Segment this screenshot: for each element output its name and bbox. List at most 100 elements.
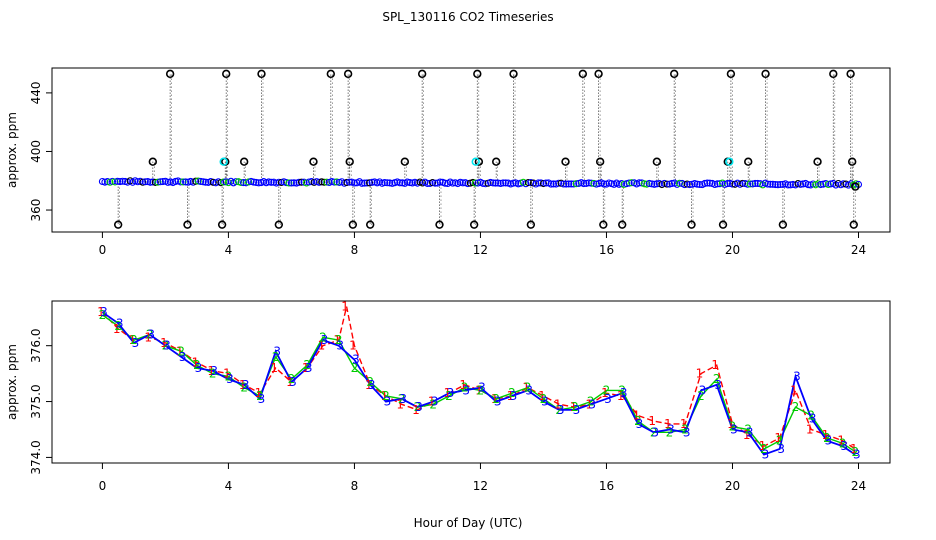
series-2-marker: 2	[414, 400, 422, 414]
series-2-marker: 2	[114, 319, 122, 333]
series-1-marker: 1	[522, 381, 530, 395]
baseline-point	[471, 179, 479, 187]
baseline-point	[769, 180, 777, 188]
excursion-point	[687, 220, 696, 229]
series-1-marker: 1	[270, 361, 278, 375]
baseline-point	[565, 180, 573, 188]
excursion-point	[348, 220, 358, 229]
series-3-marker: 3	[258, 392, 266, 406]
series-1-marker: 1	[507, 389, 515, 403]
series-2-marker: 2	[303, 358, 311, 372]
series-3-marker: 3	[620, 386, 628, 400]
series-1-marker: 1	[475, 383, 483, 397]
series-3-marker: 3	[762, 448, 770, 462]
baseline-point	[542, 179, 550, 187]
excursion-point	[578, 69, 588, 79]
baseline-point	[449, 179, 457, 187]
series-3-marker: 3	[242, 378, 250, 392]
series-1-marker: 1	[664, 417, 672, 431]
series-1-marker: 1	[255, 386, 263, 400]
excursion-point	[309, 157, 318, 166]
series-2-marker: 2	[130, 333, 138, 347]
series-2-marker: 2	[587, 395, 595, 409]
top-y-tick-label: 400	[29, 140, 43, 163]
baseline-point	[406, 179, 414, 187]
bottom-y-axis-label: approx. ppm	[5, 344, 19, 420]
top-y-tick-label: 440	[29, 81, 43, 104]
excursion-point	[239, 157, 249, 166]
baseline-point	[343, 178, 351, 187]
bottom-x-tick-label: 0	[99, 479, 107, 493]
series-3-marker: 3	[289, 375, 297, 389]
series-1-marker: 1	[144, 330, 152, 344]
excursion-point	[492, 157, 501, 166]
series-2-marker: 2	[461, 381, 469, 395]
baseline-point	[549, 180, 558, 188]
baseline-point	[580, 180, 588, 188]
series-1-marker: 1	[554, 397, 562, 411]
series-2-marker: 2	[209, 367, 217, 381]
series-3-marker: 3	[100, 305, 108, 319]
top-y-tick-label: 360	[29, 199, 43, 222]
top-x-tick-label: 24	[851, 243, 866, 257]
baseline-point	[570, 180, 578, 188]
baseline-point	[796, 180, 805, 188]
baseline-point	[479, 179, 487, 187]
series-2-marker: 2	[807, 409, 815, 423]
bottom-x-tick-label: 8	[351, 479, 359, 493]
baseline-point	[640, 180, 648, 188]
cyan-point	[219, 157, 228, 166]
baseline-point	[154, 178, 162, 186]
baseline-point	[398, 179, 406, 187]
excursion-point	[343, 69, 353, 79]
excursion-point	[217, 220, 227, 229]
excursion-point	[778, 220, 788, 229]
series-2-marker: 2	[240, 381, 248, 395]
baseline-point	[237, 178, 245, 187]
baseline-point	[290, 179, 298, 187]
series-1-marker: 1	[318, 339, 326, 353]
excursion-point	[669, 69, 679, 79]
baseline-point	[600, 180, 608, 188]
baseline-point	[567, 180, 575, 188]
series-3-marker: 3	[368, 378, 376, 392]
top-axis-ticks: 0 4 8 12 16 20 24 360 400 440	[29, 81, 866, 257]
series-3-marker: 3	[478, 381, 486, 395]
series-1-marker: 1	[223, 367, 231, 381]
excursion-point	[594, 69, 603, 79]
top-x-tick-label: 4	[225, 243, 233, 257]
baseline-point	[179, 178, 187, 186]
series-1-marker: 1	[759, 439, 767, 453]
baseline-point	[209, 178, 217, 186]
series-3-marker: 3	[179, 350, 187, 364]
series-3-marker: 3	[336, 339, 344, 353]
series-1-marker: 1	[538, 389, 546, 403]
bottom-x-tick-label: 4	[225, 479, 233, 493]
baseline-point	[827, 180, 835, 188]
series-2-marker: 2	[429, 397, 437, 411]
series-2-marker: 2	[571, 400, 579, 414]
top-x-tick-label: 12	[473, 243, 488, 257]
series-3-marker: 3	[699, 383, 707, 397]
series-2-marker: 2	[256, 389, 264, 403]
baseline-point	[686, 181, 694, 189]
baseline-point	[786, 181, 794, 189]
baseline-point	[628, 179, 636, 187]
series-3-marker: 3	[541, 395, 549, 409]
cyan-point	[471, 157, 480, 166]
baseline-point	[134, 178, 142, 186]
series-3-marker: 3	[415, 400, 423, 414]
excursion-point	[509, 69, 518, 79]
baseline-point	[706, 179, 714, 187]
series-3-marker: 3	[793, 369, 801, 383]
series-3-marker: 3	[683, 425, 691, 439]
baseline-point	[239, 179, 248, 187]
baseline-point	[799, 180, 807, 188]
series-1-marker: 1	[727, 417, 735, 431]
baseline-point	[560, 180, 568, 188]
series-2-marker: 2	[713, 372, 721, 386]
baseline-point	[527, 178, 535, 187]
